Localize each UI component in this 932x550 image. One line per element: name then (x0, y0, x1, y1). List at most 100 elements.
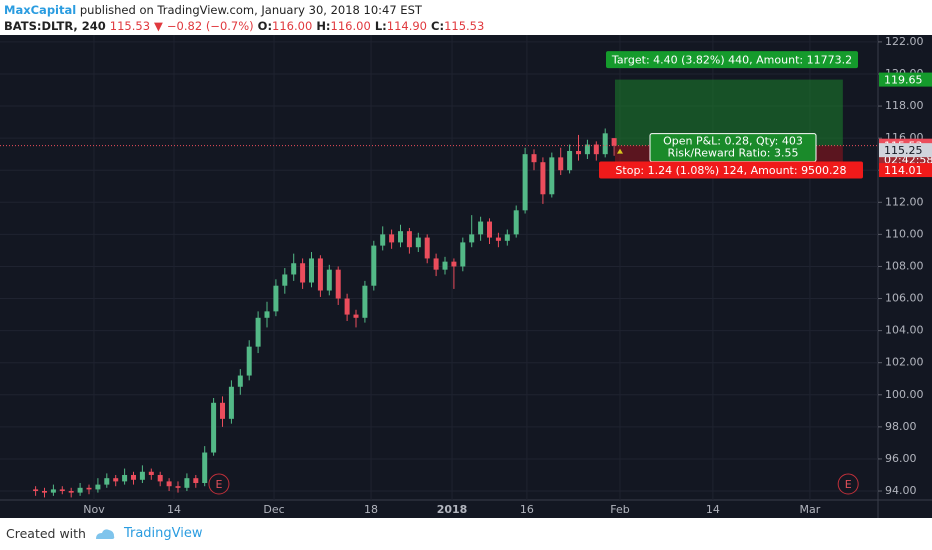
extra-price: 115.25 (884, 144, 923, 157)
candle-body (495, 237, 501, 241)
created-with: Created with (6, 526, 86, 541)
candle-body (113, 478, 119, 482)
x-tick-label: 14 (706, 503, 720, 516)
ohlc-l: 114.90 (386, 19, 427, 33)
candle-body (549, 157, 555, 195)
candle-body (415, 237, 421, 248)
candle-body (353, 314, 359, 318)
candle-body (478, 221, 484, 235)
ohlc-o: 116.00 (272, 19, 313, 33)
candle-body (282, 274, 288, 286)
candle-body (228, 386, 234, 419)
candle-body (522, 154, 528, 211)
candle-body (602, 133, 608, 155)
y-tick-label: 108.00 (885, 259, 924, 272)
x-tick-label: 14 (167, 503, 181, 516)
y-tick-label: 106.00 (885, 292, 924, 305)
x-tick-label: 18 (364, 503, 378, 516)
candle-body (175, 486, 181, 488)
candle-body (424, 237, 430, 259)
arrow: ▼ (154, 19, 163, 33)
candle-body (611, 138, 617, 146)
event-label: E (215, 478, 222, 491)
candle-body (406, 231, 412, 248)
candle-body (246, 346, 252, 376)
candle-body (291, 263, 297, 275)
overlays: Target: 4.40 (3.82%) 440, Amount: 11773.… (0, 51, 932, 495)
candle-body (184, 478, 190, 488)
candle-body (220, 402, 226, 419)
candle-body (433, 258, 439, 270)
candle-body (540, 162, 546, 195)
candle-body (139, 471, 145, 480)
candle-body (442, 261, 448, 270)
entry-marker (617, 148, 624, 154)
y-tick-label: 102.00 (885, 356, 924, 369)
candle-body (558, 157, 564, 171)
ohlc-l-label: L: (374, 19, 387, 33)
ohlc-h-label: H: (316, 19, 331, 33)
candle-body (576, 150, 582, 155)
candle-body (513, 210, 519, 235)
ohlc-c-label: C: (431, 19, 445, 33)
candle-body (335, 269, 341, 299)
candle-body (59, 489, 65, 492)
candle-body (68, 491, 74, 493)
candle-body (362, 285, 368, 318)
target-label: Target: 4.40 (3.82%) 440, Amount: 11773.… (611, 54, 852, 67)
candle-body (255, 317, 261, 347)
publish-line: MaxCapital published on TradingView.com,… (4, 2, 484, 18)
y-tick-label: 94.00 (885, 484, 917, 497)
x-tick-label: 2018 (437, 503, 468, 516)
candle-body (202, 452, 208, 483)
logo-icon (95, 528, 115, 539)
candle-body (300, 263, 306, 283)
y-tick-label: 110.00 (885, 227, 924, 240)
candle-body (86, 487, 92, 490)
candle-body (131, 474, 137, 480)
candle-body (148, 471, 154, 475)
author: MaxCapital (4, 3, 77, 17)
event-label: E (845, 478, 852, 491)
extra-price-badge (879, 143, 932, 158)
y-tick-label: 104.00 (885, 324, 924, 337)
candle-body (157, 474, 163, 482)
candle-body (95, 484, 101, 490)
candle-body (42, 491, 48, 493)
ohlc-o-label: O: (257, 19, 273, 33)
last: 115.53 (109, 19, 151, 33)
change: −0.82 (−0.7%) (166, 19, 254, 33)
x-tick-label: Dec (263, 503, 284, 516)
symbol-line: BATS:DLTR, 240 115.53 ▼ −0.82 (−0.7%) O:… (4, 18, 484, 34)
logo-text: TradingView (123, 526, 203, 541)
y-tick-label: 112.00 (885, 195, 924, 208)
stop-price-badge (879, 163, 932, 178)
candles (33, 128, 617, 498)
y-tick-label: 96.00 (885, 452, 917, 465)
candle-body (237, 375, 243, 387)
candle-body (504, 234, 510, 241)
pnl-label: Open P&L: 0.28, Qty: 403 (663, 135, 803, 148)
candle-body (593, 144, 599, 155)
target-price: 119.65 (884, 74, 923, 87)
y-tick-label: 122.00 (885, 35, 924, 48)
x-tick-label: 16 (520, 503, 534, 516)
published: published on TradingView.com, January 30… (79, 3, 422, 17)
stop-label-box (599, 161, 864, 179)
event-marker (208, 473, 230, 495)
candle-body (469, 234, 475, 243)
x-tick-label: Feb (610, 503, 629, 516)
target-label-box (606, 51, 859, 69)
grid: 94.00 96.00 98.00 100.00 102.00 104.00 106.00 1… (0, 35, 924, 516)
candle-body (380, 234, 386, 246)
y-tick-label: 100.00 (885, 388, 924, 401)
candle-body (309, 258, 315, 283)
y-tick-label: 118.00 (885, 99, 924, 112)
candle-body (326, 269, 332, 291)
candle-body (389, 234, 395, 243)
candle-body (317, 258, 323, 291)
candle-body (487, 221, 493, 238)
candle-body (193, 478, 199, 483)
candle-body (77, 487, 83, 493)
